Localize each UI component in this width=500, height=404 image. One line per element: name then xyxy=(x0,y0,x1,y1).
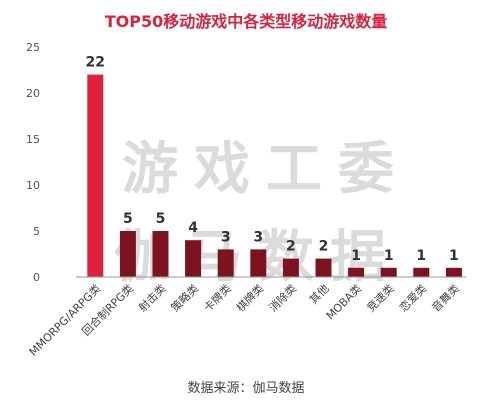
data-source: 数据来源：伽马数据 xyxy=(187,381,304,396)
y-tick-label: 5 xyxy=(33,225,40,238)
watermark-line-1: 游戏工委 xyxy=(122,137,410,202)
bar xyxy=(380,267,397,277)
bar xyxy=(282,258,299,277)
y-tick-label: 15 xyxy=(26,133,40,146)
bar xyxy=(315,258,332,277)
bar xyxy=(185,240,202,277)
data-label: 5 xyxy=(123,211,133,227)
data-label: 1 xyxy=(384,248,394,264)
bars xyxy=(87,74,462,277)
bar xyxy=(413,267,430,277)
data-label: 3 xyxy=(253,229,263,245)
y-tick-label: 0 xyxy=(33,271,40,284)
bar xyxy=(217,249,234,277)
bar xyxy=(119,231,136,277)
data-label: 3 xyxy=(221,229,231,245)
data-label: 5 xyxy=(156,211,166,227)
bar xyxy=(250,249,267,277)
y-tick-label: 25 xyxy=(26,41,40,54)
data-label: 1 xyxy=(449,248,459,264)
data-label: 1 xyxy=(416,248,426,264)
bar xyxy=(348,267,365,277)
y-axis: 0 5 10 15 20 25 xyxy=(26,41,40,284)
chart-title: TOP50移动游戏中各类型移动游戏数量 xyxy=(105,12,388,31)
y-tick-label: 10 xyxy=(26,179,40,192)
y-tick-label: 20 xyxy=(26,87,40,100)
data-label: 22 xyxy=(86,55,105,71)
value-labels: 225 543 32 21 1 1 1 xyxy=(86,55,459,264)
x-tick-label: 音舞类 xyxy=(429,281,462,314)
data-label: 2 xyxy=(286,239,296,255)
data-label: 1 xyxy=(351,248,361,264)
data-label: 2 xyxy=(319,239,329,255)
bar xyxy=(87,74,104,277)
bar xyxy=(445,267,462,277)
bar xyxy=(152,231,169,277)
data-label: 4 xyxy=(188,220,198,236)
